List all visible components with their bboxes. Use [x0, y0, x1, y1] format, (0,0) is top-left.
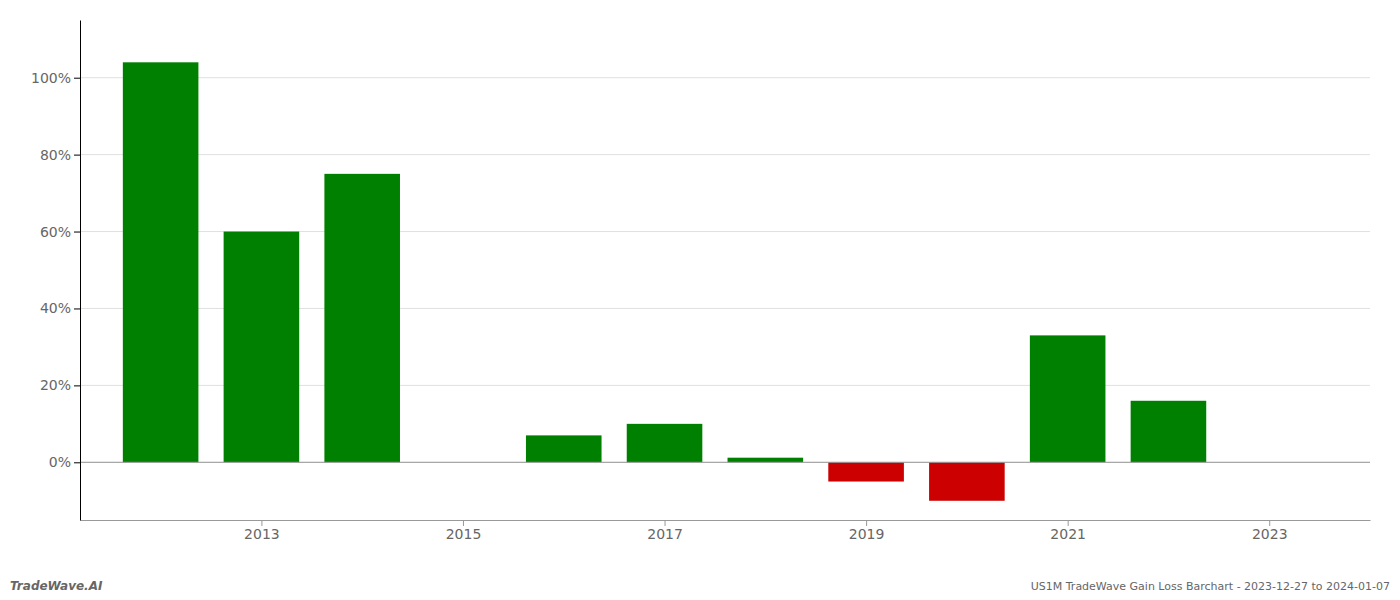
x-axis-tick-label: 2017	[647, 526, 683, 542]
y-axis-tick-mark	[74, 155, 80, 156]
x-axis-tick: 2015	[446, 520, 482, 542]
x-axis-tick: 2017	[647, 520, 683, 542]
bar	[1030, 335, 1106, 462]
x-axis-tick: 2023	[1252, 520, 1288, 542]
y-axis-line	[80, 21, 81, 521]
x-axis-tick: 2021	[1050, 520, 1086, 542]
y-axis-tick: 40%	[40, 300, 80, 316]
x-axis-tick-label: 2015	[446, 526, 482, 542]
y-axis-tick: 80%	[40, 147, 80, 163]
grid-line	[80, 154, 1370, 155]
grid-line	[80, 77, 1370, 78]
x-axis-tick-label: 2013	[244, 526, 280, 542]
grid-line	[80, 462, 1370, 463]
x-axis: 2013 2015 2017 2019 2021 2023	[81, 520, 1371, 542]
y-axis-tick-mark	[74, 232, 80, 233]
y-axis-tick-label: 60%	[40, 224, 71, 240]
grid	[80, 78, 1370, 463]
y-axis-tick-label: 80%	[40, 147, 71, 163]
x-axis-tick-label: 2023	[1252, 526, 1288, 542]
bar	[1131, 401, 1207, 463]
bar	[627, 424, 703, 462]
y-axis-tick-label: 40%	[40, 300, 71, 316]
chart-container: 2013 2015 2017 2019 2021 2023 0% 20% 40% 60% 80% 10…	[0, 0, 1400, 600]
bars	[123, 62, 1206, 500]
y-axis-tick-label: 100%	[31, 70, 71, 86]
x-axis-line	[81, 520, 1371, 521]
bar	[123, 62, 199, 462]
bar	[828, 462, 904, 481]
chart-svg: 2013 2015 2017 2019 2021 2023 0% 20% 40% 60% 80% 10…	[0, 0, 1400, 600]
bar	[224, 232, 300, 463]
x-axis-tick: 2019	[849, 520, 885, 542]
bar	[728, 458, 804, 463]
y-axis-tick-label: 0%	[49, 454, 71, 470]
y-axis-tick-mark	[74, 78, 80, 79]
footer-left: TradeWave.AI	[10, 579, 103, 593]
x-axis-tick-label: 2019	[849, 526, 885, 542]
bar	[526, 435, 602, 462]
y-axis-tick-mark	[74, 308, 80, 309]
y-axis-tick-mark	[74, 385, 80, 386]
y-axis-tick: 100%	[31, 70, 80, 86]
y-axis-tick: 20%	[40, 377, 80, 393]
y-axis-tick: 0%	[49, 454, 80, 470]
y-axis-tick-label: 20%	[40, 377, 71, 393]
x-axis-tick: 2013	[244, 520, 280, 542]
y-axis-tick-mark	[74, 462, 80, 463]
y-axis-tick: 60%	[40, 224, 80, 240]
footer-right: US1M TradeWave Gain Loss Barchart - 2023…	[1031, 580, 1390, 593]
bar	[324, 174, 400, 462]
y-axis: 0% 20% 40% 60% 80% 100%	[31, 21, 81, 521]
zero-line	[80, 462, 1370, 463]
bar	[929, 462, 1005, 500]
x-axis-tick-label: 2021	[1050, 526, 1086, 542]
